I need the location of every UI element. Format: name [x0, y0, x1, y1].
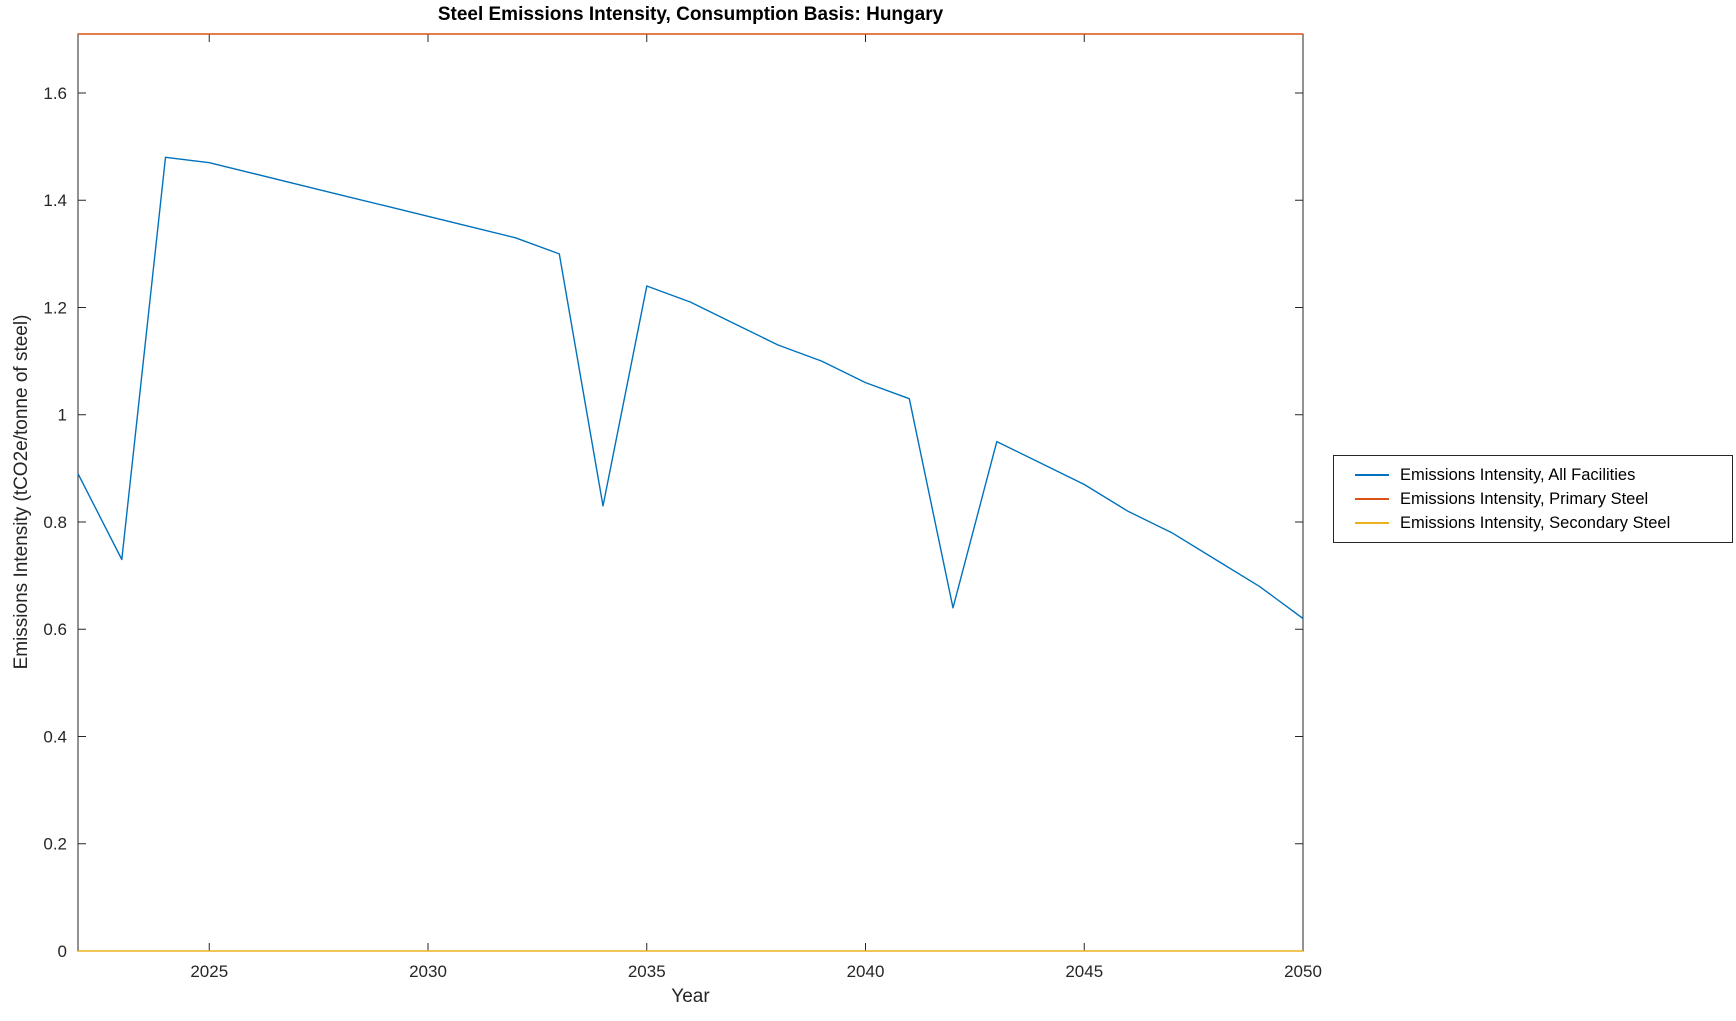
legend-label: Emissions Intensity, Primary Steel — [1400, 489, 1649, 508]
legend-label: Emissions Intensity, All Facilities — [1400, 465, 1636, 484]
legend-sample-wrap — [1344, 498, 1400, 500]
legend-item: Emissions Intensity, Secondary Steel — [1344, 511, 1722, 535]
legend-line-sample — [1355, 522, 1389, 524]
x-tick-label: 2025 — [190, 962, 228, 981]
x-tick-label: 2040 — [847, 962, 885, 981]
y-tick-label: 1.2 — [43, 298, 67, 317]
x-tick-label: 2030 — [409, 962, 447, 981]
y-tick-label: 0 — [58, 942, 67, 961]
plot-box — [77, 33, 1304, 952]
legend-label: Emissions Intensity, Secondary Steel — [1400, 513, 1671, 532]
legend-line-sample — [1355, 474, 1389, 476]
legend-item: Emissions Intensity, Primary Steel — [1344, 487, 1722, 511]
y-axis-label: Emissions Intensity (tCO2e/tonne of stee… — [11, 314, 32, 670]
x-tick-label: 2050 — [1284, 962, 1322, 981]
series-line-0 — [77, 156, 1304, 620]
y-tick-label: 1.6 — [43, 84, 67, 103]
y-tick-label: 0.8 — [43, 513, 67, 532]
y-tick-label: 0.6 — [43, 620, 67, 639]
x-tick-label: 2035 — [628, 962, 666, 981]
legend-item: Emissions Intensity, All Facilities — [1344, 463, 1722, 487]
legend: Emissions Intensity, All Facilities Emis… — [1333, 455, 1733, 543]
y-tick-label: 1.4 — [43, 191, 67, 210]
y-tick-label: 0.2 — [43, 835, 67, 854]
y-tick-label: 0.4 — [43, 727, 67, 746]
x-axis-label: Year — [671, 986, 710, 1007]
y-tick-label: 1 — [58, 406, 67, 425]
x-tick-label: 2045 — [1065, 962, 1103, 981]
legend-line-sample — [1355, 498, 1389, 500]
legend-sample-wrap — [1344, 474, 1400, 476]
legend-sample-wrap — [1344, 522, 1400, 524]
chart-title: Steel Emissions Intensity, Consumption B… — [437, 4, 944, 25]
